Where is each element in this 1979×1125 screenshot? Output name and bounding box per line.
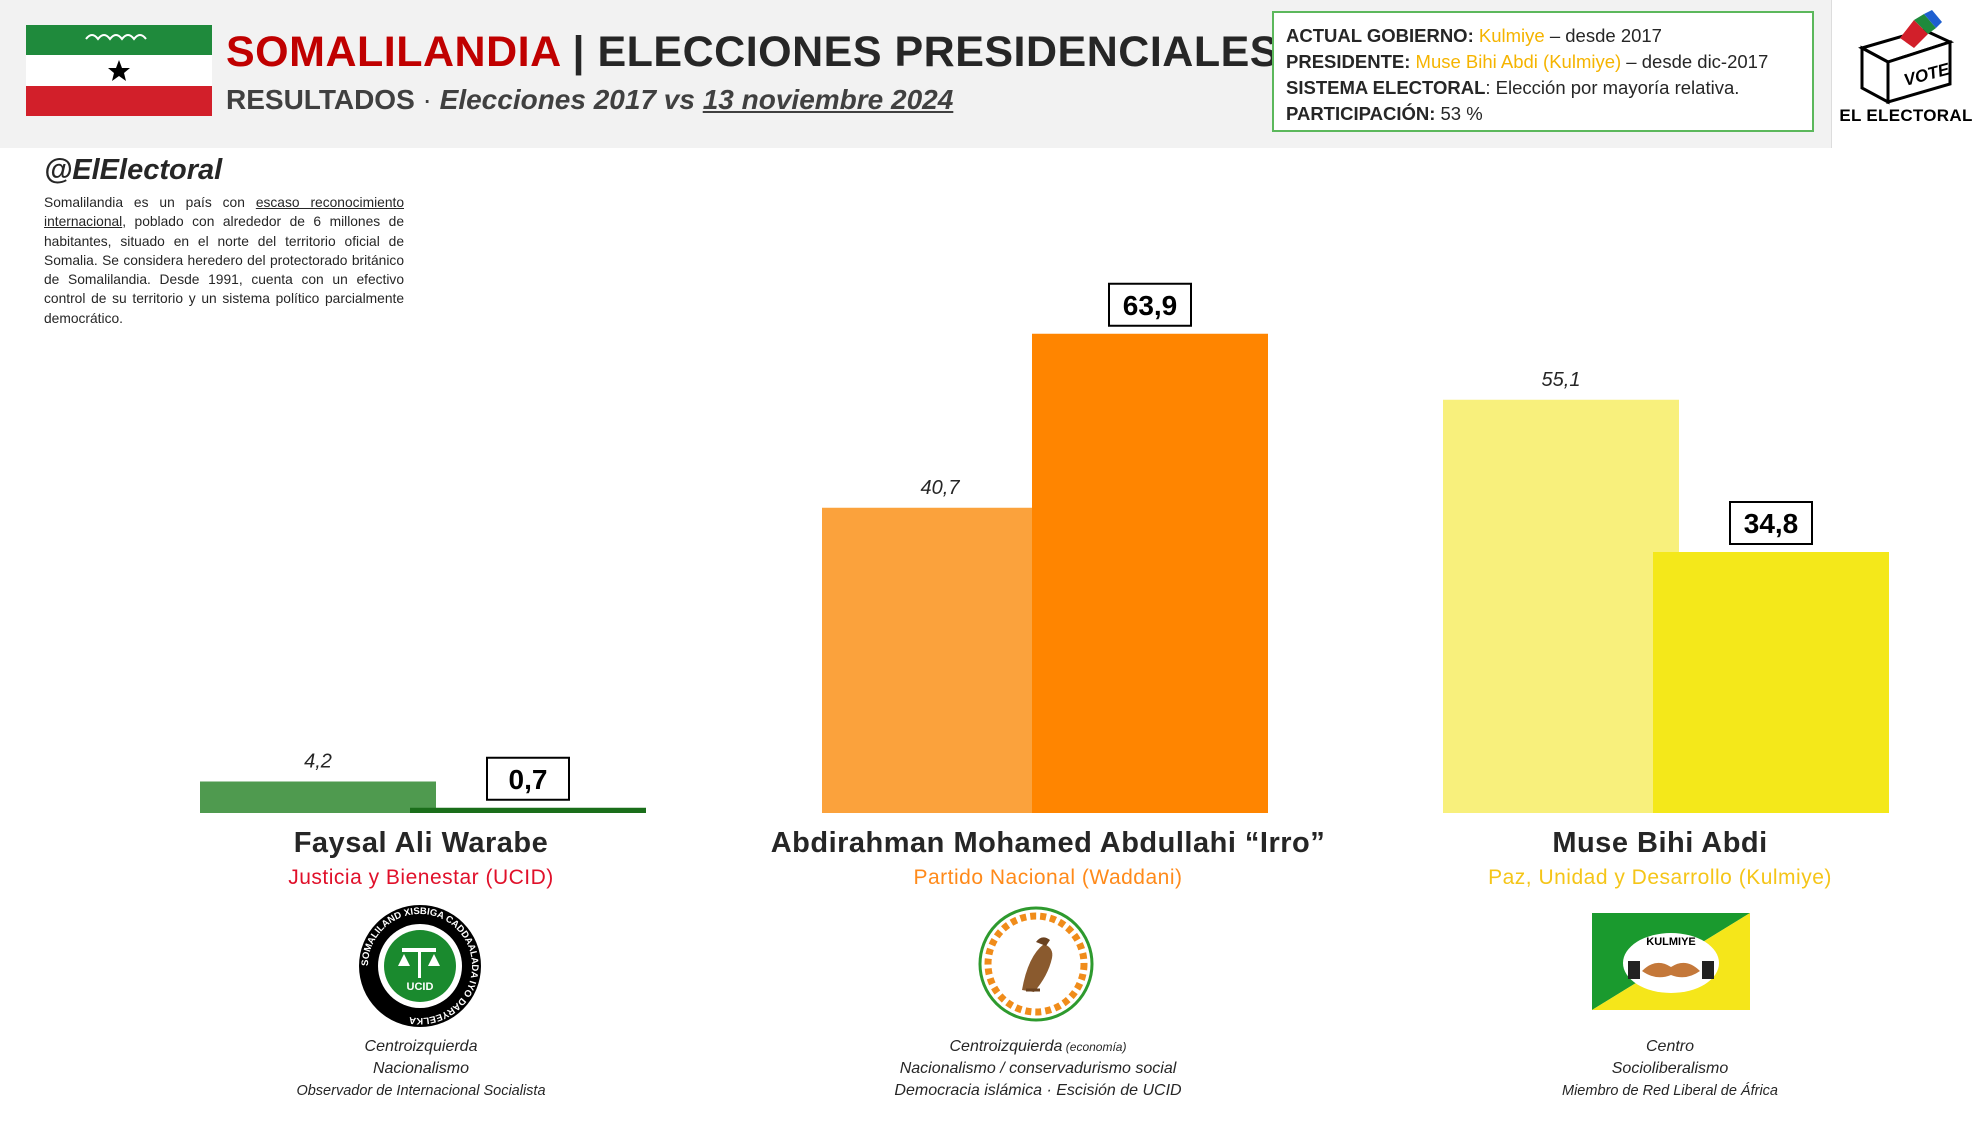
bar-2017-1	[200, 781, 436, 813]
data-label-box-2024-2	[1108, 282, 1192, 327]
page-subtitle: RESULTADOS · Elecciones 2017 vs 13 novie…	[226, 84, 954, 115]
data-label-box-2024-1	[486, 756, 570, 801]
info-pres-row: PRESIDENTE: Muse Bihi Abdi (Kulmiye) – d…	[1286, 51, 1769, 72]
page-title: SOMALILANDIA | ELECCIONES PRESIDENCIALES…	[226, 28, 1390, 76]
candidate-3: Muse Bihi Abdi Paz, Unidad y Desarrollo …	[1440, 827, 1880, 890]
waddani-logo-icon	[976, 904, 1096, 1024]
candidate-1-ideology: Centroizquierda Nacionalismo Observador …	[296, 1038, 546, 1099]
data-label-2024-3: 34,8	[1744, 508, 1799, 539]
info-participation-row: PARTICIPACIÓN: 53 %	[1286, 103, 1483, 124]
candidate-1-party: Justicia y Bienestar (UCID)	[288, 866, 554, 889]
candidate-1: Faysal Ali Warabe Justicia y Bienestar (…	[256, 827, 586, 890]
candidate-2-name: Abdirahman Mohamed Abdullahi “Irro”	[770, 827, 1326, 859]
bar-2024-3	[1653, 552, 1889, 813]
candidate-1-name: Faysal Ali Warabe	[293, 827, 549, 859]
info-box: ACTUAL GOBIERNO: Kulmiye – desde 2017 PR…	[1272, 11, 1814, 132]
info-system-row: SISTEMA ELECTORAL: Elección por mayoría …	[1286, 77, 1740, 98]
somaliland-flag-icon	[26, 25, 212, 116]
candidate-3-ideology: Centro Socioliberalismo Miembro de Red L…	[1562, 1038, 1778, 1099]
data-label-2017-2: 40,7	[921, 477, 961, 499]
twitter-handle: @ElElectoral	[44, 154, 223, 186]
candidate-2: Abdirahman Mohamed Abdullahi “Irro” Part…	[768, 827, 1328, 890]
info-gov-row: ACTUAL GOBIERNO: Kulmiye – desde 2017	[1286, 25, 1662, 46]
brand-logo: VOTE EL ELECTORAL	[1831, 0, 1979, 148]
bar-2024-1	[410, 807, 646, 813]
candidate-2-ideology: Centroizquierda (economía) Nacionalismo …	[894, 1038, 1182, 1099]
brand-logo-label: EL ELECTORAL	[1839, 106, 1973, 125]
ucid-logo-icon: UCID SOMALILAND XISBIGA CADDAALADA IYO D…	[359, 905, 481, 1027]
candidate-3-party: Paz, Unidad y Desarrollo (Kulmiye)	[1488, 866, 1832, 889]
bar-2017-2	[822, 507, 1058, 813]
candidate-2-party: Partido Nacional (Waddani)	[913, 866, 1183, 889]
country-description: Somalilandia es un país con escaso recon…	[44, 195, 405, 326]
data-label-2017-3: 55,1	[1542, 369, 1581, 391]
data-label-2017-1: 4,2	[304, 751, 332, 773]
data-label-2024-1: 0,7	[509, 764, 548, 795]
svg-text:KULMIYE: KULMIYE	[1646, 936, 1696, 948]
bar-2024-2	[1032, 333, 1268, 813]
ballot-box-icon: VOTE	[1858, 10, 1955, 105]
kulmiye-logo-icon: KULMIYE	[1592, 913, 1750, 1010]
svg-text:UCID: UCID	[407, 981, 434, 993]
data-label-2024-2: 63,9	[1123, 290, 1178, 321]
candidate-3-name: Muse Bihi Abdi	[1552, 827, 1768, 859]
data-label-box-2024-3	[1729, 501, 1813, 545]
header-bar: SOMALILANDIA | ELECCIONES PRESIDENCIALES…	[0, 0, 1979, 148]
bar-2017-3	[1443, 399, 1679, 813]
